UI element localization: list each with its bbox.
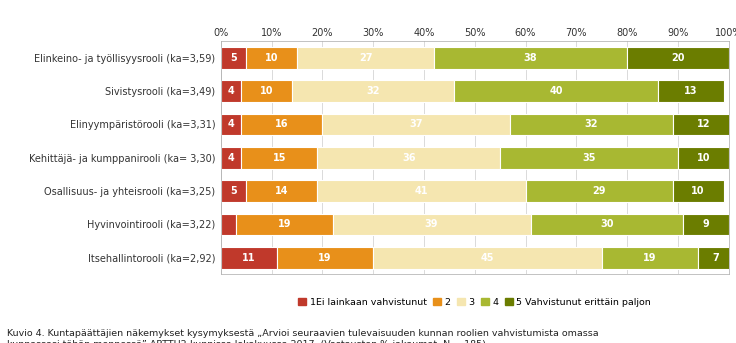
Bar [333, 214, 531, 235]
Bar [221, 80, 241, 102]
Bar [277, 247, 373, 269]
Bar [221, 114, 241, 135]
Bar [246, 47, 297, 69]
Text: 37: 37 [409, 119, 423, 129]
Bar [373, 247, 602, 269]
Text: 12: 12 [696, 119, 710, 129]
Bar [221, 180, 246, 202]
Bar [236, 214, 333, 235]
Bar [673, 180, 723, 202]
Bar [221, 214, 236, 235]
Text: 32: 32 [367, 86, 380, 96]
Text: 35: 35 [582, 153, 595, 163]
Text: 38: 38 [524, 53, 537, 63]
Text: 5: 5 [230, 186, 237, 196]
Bar [221, 147, 241, 169]
Bar [698, 247, 734, 269]
Text: 14: 14 [275, 186, 289, 196]
Bar [221, 47, 246, 69]
Bar [510, 114, 673, 135]
Bar [241, 80, 292, 102]
Text: 41: 41 [414, 186, 428, 196]
Bar [434, 47, 627, 69]
Legend: 1Ei lainkaan vahvistunut, 2, 3, 4, 5 Vahvistunut erittäin paljon: 1Ei lainkaan vahvistunut, 2, 3, 4, 5 Vah… [298, 298, 651, 307]
Text: 10: 10 [696, 153, 710, 163]
Bar [526, 180, 673, 202]
Bar [292, 80, 454, 102]
Bar [673, 114, 734, 135]
Bar [317, 147, 500, 169]
Bar [241, 114, 322, 135]
Text: 13: 13 [684, 86, 697, 96]
Bar [317, 180, 526, 202]
Text: 40: 40 [549, 86, 563, 96]
Text: 20: 20 [671, 53, 684, 63]
Text: 9: 9 [702, 220, 710, 229]
Text: 19: 19 [318, 253, 332, 263]
Text: 32: 32 [585, 119, 598, 129]
Bar [657, 80, 723, 102]
Text: 15: 15 [272, 153, 286, 163]
Text: 10: 10 [691, 186, 705, 196]
Text: 5: 5 [230, 53, 237, 63]
Text: 30: 30 [600, 220, 614, 229]
Bar [531, 214, 683, 235]
Text: 4: 4 [227, 86, 234, 96]
Text: 27: 27 [358, 53, 372, 63]
Text: 19: 19 [277, 220, 291, 229]
Text: 7: 7 [712, 253, 719, 263]
Text: Kuvio 4. Kuntapäättäjien näkemykset kysymyksestä „Arvioi seuraavien tulevaisuude: Kuvio 4. Kuntapäättäjien näkemykset kysy… [7, 329, 599, 343]
Bar [627, 47, 729, 69]
Bar [500, 147, 678, 169]
Bar [601, 247, 698, 269]
Bar [322, 114, 510, 135]
Text: 10: 10 [260, 86, 273, 96]
Text: 11: 11 [242, 253, 255, 263]
Bar [678, 147, 729, 169]
Bar [246, 180, 317, 202]
Text: 29: 29 [592, 186, 606, 196]
Bar [221, 247, 277, 269]
Text: 39: 39 [425, 220, 439, 229]
Bar [241, 147, 317, 169]
Text: 10: 10 [265, 53, 278, 63]
Text: 4: 4 [227, 153, 234, 163]
Text: 4: 4 [227, 119, 234, 129]
Bar [454, 80, 657, 102]
Text: 45: 45 [481, 253, 494, 263]
Text: 36: 36 [402, 153, 415, 163]
Bar [683, 214, 729, 235]
Text: 16: 16 [275, 119, 289, 129]
Text: 19: 19 [643, 253, 657, 263]
Bar [297, 47, 434, 69]
